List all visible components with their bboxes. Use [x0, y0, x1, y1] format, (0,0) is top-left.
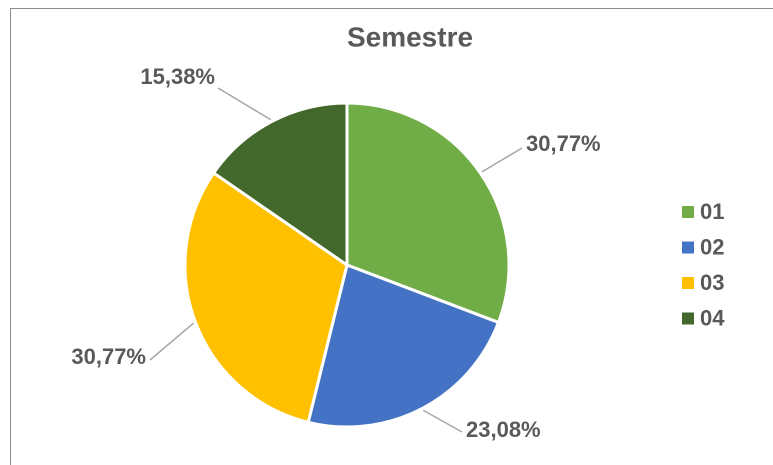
legend-swatch — [682, 206, 694, 218]
legend-swatch — [682, 241, 694, 254]
pie-slice — [211, 101, 349, 268]
legend-label: 04 — [700, 305, 725, 330]
legend-label: 03 — [700, 270, 724, 295]
data-label: 30,77% — [71, 344, 146, 369]
pie-slice — [183, 170, 349, 425]
leader-line — [422, 409, 463, 433]
leader-line — [149, 322, 195, 361]
legend-label: 01 — [700, 199, 724, 224]
data-label: 23,08% — [466, 417, 541, 442]
legend-swatch — [682, 277, 694, 289]
chart-title: Semestre — [347, 21, 473, 52]
legend-label: 02 — [700, 234, 724, 259]
legend-swatch — [682, 312, 694, 325]
pie-slice — [306, 262, 501, 429]
leader-line — [481, 147, 523, 173]
pie-slice — [345, 101, 511, 325]
leader-line — [217, 87, 272, 121]
data-label: 15,38% — [140, 64, 215, 89]
data-label: 30,77% — [526, 131, 601, 156]
